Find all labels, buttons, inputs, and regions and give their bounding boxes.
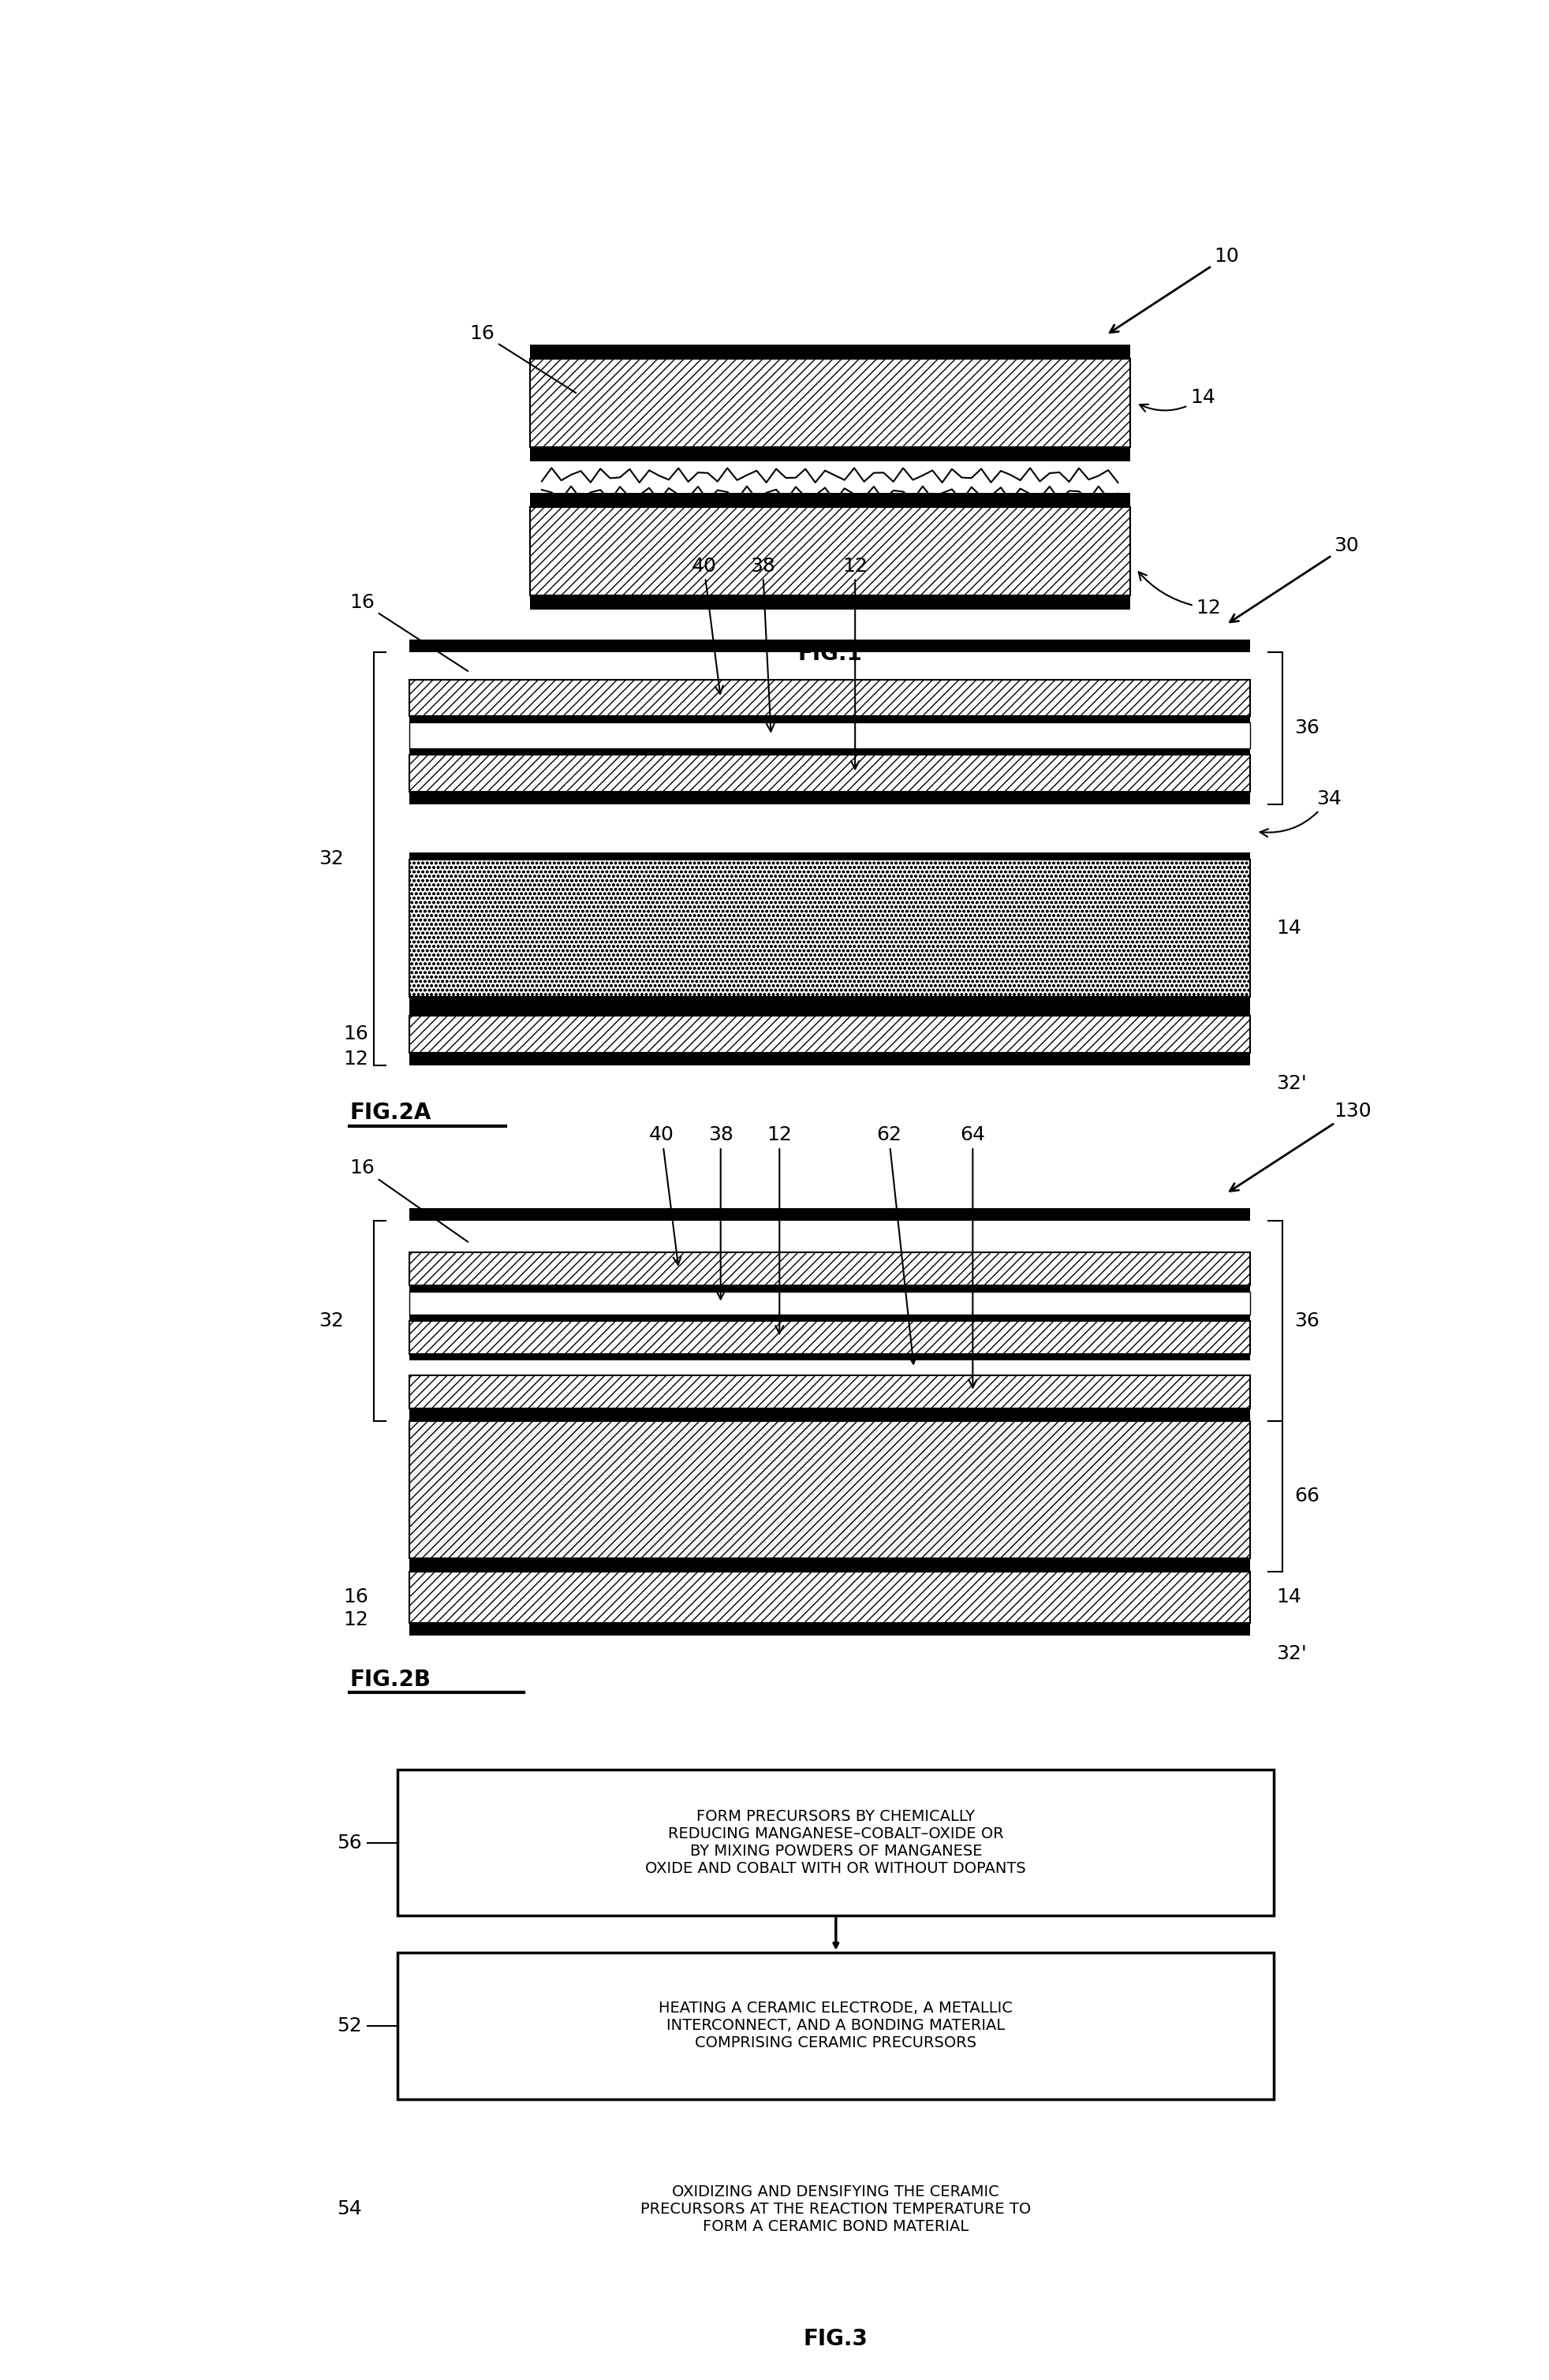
Text: 32': 32': [1276, 1645, 1307, 1664]
Bar: [409, 1409, 1250, 1421]
Text: 16: 16: [344, 1587, 369, 1606]
Bar: [409, 1361, 1250, 1376]
Bar: [409, 640, 1250, 652]
Text: 38: 38: [708, 1126, 733, 1299]
Bar: [530, 359, 1131, 447]
Bar: [409, 997, 1250, 1002]
Text: FIG.3: FIG.3: [804, 2328, 867, 2351]
Text: 30: 30: [1230, 536, 1358, 621]
Bar: [409, 1016, 1250, 1052]
Text: 16: 16: [350, 1159, 468, 1242]
Text: 62: 62: [877, 1126, 917, 1364]
Bar: [409, 754, 1250, 793]
Text: FIG.1: FIG.1: [798, 643, 863, 664]
Text: 12: 12: [1139, 571, 1221, 616]
Bar: [409, 1052, 1250, 1066]
Text: 54: 54: [336, 2199, 362, 2218]
Bar: [409, 1002, 1250, 1016]
Bar: [409, 1292, 1250, 1314]
Text: 14: 14: [1276, 919, 1301, 938]
Bar: [409, 1571, 1250, 1623]
Bar: [409, 1285, 1250, 1292]
Text: 66: 66: [1295, 1488, 1320, 1507]
Text: FIG.2A: FIG.2A: [350, 1102, 431, 1123]
Bar: [398, 1952, 1273, 2099]
Text: 16: 16: [344, 1026, 369, 1045]
Bar: [409, 1321, 1250, 1354]
Text: 34: 34: [1259, 790, 1341, 838]
Bar: [409, 793, 1250, 804]
Bar: [409, 1354, 1250, 1361]
Text: 10: 10: [1111, 248, 1239, 333]
Bar: [409, 664, 1250, 681]
Bar: [409, 852, 1250, 859]
Bar: [409, 1233, 1250, 1252]
Text: 12: 12: [767, 1126, 792, 1333]
Text: HEATING A CERAMIC ELECTRODE, A METALLIC
INTERCONNECT, AND A BONDING MATERIAL
COM: HEATING A CERAMIC ELECTRODE, A METALLIC …: [658, 2002, 1013, 2052]
Text: 40: 40: [691, 557, 723, 695]
Bar: [409, 681, 1250, 716]
Text: 14: 14: [1140, 388, 1214, 412]
Text: 64: 64: [960, 1126, 985, 1388]
Bar: [409, 1376, 1250, 1409]
Text: 16: 16: [350, 593, 468, 671]
Text: 32': 32': [1276, 1073, 1307, 1092]
Bar: [409, 1623, 1250, 1635]
Bar: [530, 345, 1131, 359]
Text: 40: 40: [649, 1126, 682, 1264]
Text: 14: 14: [1276, 1587, 1301, 1606]
Bar: [530, 447, 1131, 462]
Bar: [409, 1252, 1250, 1285]
Text: 32: 32: [319, 1311, 344, 1330]
Text: 38: 38: [750, 557, 774, 731]
Text: 16: 16: [469, 324, 576, 393]
Text: 130: 130: [1230, 1102, 1371, 1190]
Bar: [530, 507, 1131, 595]
Text: 12: 12: [344, 1611, 369, 1628]
Bar: [398, 1768, 1273, 1916]
Bar: [409, 1314, 1250, 1321]
Bar: [409, 747, 1250, 754]
Bar: [409, 1421, 1250, 1559]
Bar: [409, 1559, 1250, 1571]
Bar: [530, 493, 1131, 507]
Text: FIG.2B: FIG.2B: [350, 1668, 431, 1690]
Text: 52: 52: [336, 2016, 362, 2035]
Text: 12: 12: [344, 1050, 369, 1069]
Text: OXIDIZING AND DENSIFYING THE CERAMIC
PRECURSORS AT THE REACTION TEMPERATURE TO
F: OXIDIZING AND DENSIFYING THE CERAMIC PRE…: [641, 2185, 1032, 2235]
Bar: [409, 724, 1250, 747]
Bar: [398, 2135, 1273, 2282]
Bar: [409, 859, 1250, 997]
Text: 32: 32: [319, 850, 344, 869]
Text: 56: 56: [336, 1833, 362, 1852]
Text: 36: 36: [1295, 1311, 1320, 1330]
Text: 12: 12: [843, 557, 867, 769]
Text: FORM PRECURSORS BY CHEMICALLY
REDUCING MANGANESE–COBALT–OXIDE OR
BY MIXING POWDE: FORM PRECURSORS BY CHEMICALLY REDUCING M…: [646, 1809, 1027, 1875]
Bar: [409, 1209, 1250, 1221]
Text: 36: 36: [1295, 719, 1320, 738]
Bar: [530, 595, 1131, 609]
Bar: [409, 716, 1250, 724]
